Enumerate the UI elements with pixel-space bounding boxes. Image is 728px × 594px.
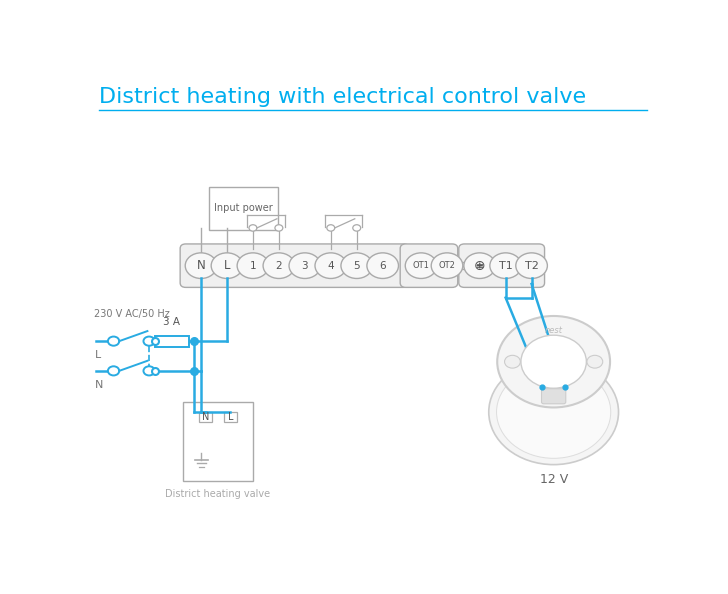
Circle shape: [315, 253, 347, 279]
FancyBboxPatch shape: [542, 388, 566, 404]
Text: Input power: Input power: [214, 204, 273, 213]
Circle shape: [515, 253, 547, 279]
Text: 12 V: 12 V: [539, 473, 568, 486]
Circle shape: [496, 366, 611, 459]
Circle shape: [263, 253, 295, 279]
FancyBboxPatch shape: [209, 187, 278, 230]
FancyBboxPatch shape: [183, 402, 253, 481]
Text: 2: 2: [276, 261, 282, 271]
Text: 1: 1: [250, 261, 256, 271]
Text: L: L: [228, 412, 233, 422]
Circle shape: [341, 253, 373, 279]
Text: 230 V AC/50 Hz: 230 V AC/50 Hz: [95, 309, 170, 319]
Circle shape: [405, 253, 437, 279]
Circle shape: [249, 225, 257, 231]
Circle shape: [464, 253, 496, 279]
Circle shape: [353, 225, 360, 231]
Circle shape: [143, 366, 155, 375]
Text: 3 A: 3 A: [163, 317, 181, 327]
Text: L: L: [95, 350, 100, 361]
Circle shape: [367, 253, 398, 279]
FancyBboxPatch shape: [180, 244, 409, 287]
FancyBboxPatch shape: [459, 244, 545, 287]
Text: 5: 5: [353, 261, 360, 271]
Text: 6: 6: [379, 261, 386, 271]
Text: District heating with electrical control valve: District heating with electrical control…: [99, 87, 586, 108]
Text: OT2: OT2: [438, 261, 456, 270]
Circle shape: [505, 355, 521, 368]
Text: OT1: OT1: [413, 261, 430, 270]
Circle shape: [237, 253, 269, 279]
Circle shape: [521, 335, 586, 388]
Text: N: N: [95, 380, 103, 390]
Text: T2: T2: [525, 261, 539, 271]
Circle shape: [289, 253, 320, 279]
Text: T1: T1: [499, 261, 513, 271]
FancyBboxPatch shape: [155, 336, 189, 347]
FancyBboxPatch shape: [400, 244, 458, 287]
Circle shape: [108, 337, 119, 346]
FancyBboxPatch shape: [199, 412, 212, 422]
Text: nest: nest: [545, 399, 562, 408]
Text: N: N: [197, 259, 205, 272]
Text: L: L: [223, 259, 230, 272]
FancyBboxPatch shape: [224, 412, 237, 422]
Circle shape: [497, 316, 610, 407]
Circle shape: [488, 359, 619, 465]
Text: 4: 4: [328, 261, 334, 271]
Text: ≡: ≡: [475, 261, 483, 271]
Circle shape: [185, 253, 217, 279]
Circle shape: [587, 355, 603, 368]
Circle shape: [143, 337, 155, 346]
Circle shape: [211, 253, 242, 279]
Text: District heating valve: District heating valve: [165, 489, 271, 498]
Circle shape: [275, 225, 283, 231]
Circle shape: [431, 253, 463, 279]
Text: ⊕: ⊕: [474, 258, 486, 273]
Circle shape: [327, 225, 335, 231]
Text: 3: 3: [301, 261, 308, 271]
Text: N: N: [202, 412, 209, 422]
Text: nest: nest: [545, 326, 563, 335]
Circle shape: [108, 366, 119, 375]
Circle shape: [490, 253, 521, 279]
